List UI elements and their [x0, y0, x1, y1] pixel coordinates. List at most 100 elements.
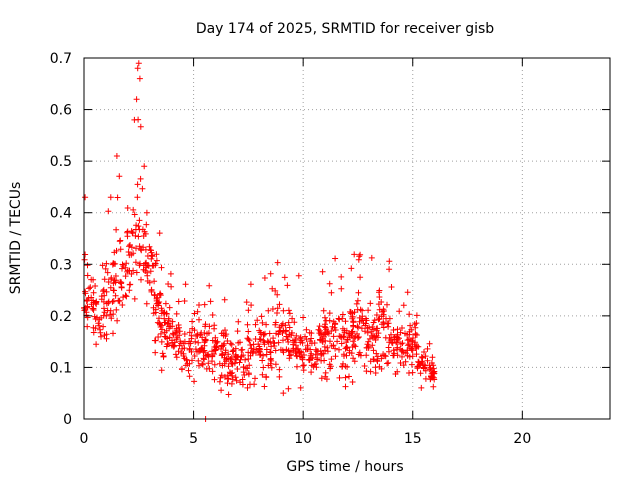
data-point	[294, 363, 300, 370]
data-point	[330, 318, 337, 325]
data-point	[194, 308, 201, 315]
data-point	[240, 369, 247, 376]
data-point	[346, 347, 353, 354]
data-point	[288, 332, 295, 339]
data-point	[259, 319, 266, 326]
chart-title: Day 174 of 2025, SRMTID for receiver gis…	[196, 21, 494, 37]
data-point	[399, 353, 405, 360]
data-point	[235, 318, 242, 325]
data-point	[285, 307, 292, 314]
data-point	[428, 370, 435, 377]
data-point	[365, 307, 372, 314]
data-point	[128, 251, 135, 258]
data-point	[206, 282, 213, 289]
data-point	[263, 374, 270, 381]
tick-labels: 0 0.1 0.2 0.3 0.4 0.5 0.6 0.7 0 5 10 15 20	[50, 51, 532, 447]
data-point	[293, 352, 300, 359]
data-point	[267, 338, 274, 345]
data-point	[372, 337, 379, 343]
data-point	[116, 298, 123, 305]
data-point	[384, 360, 391, 367]
data-point	[199, 360, 206, 367]
data-point	[332, 353, 339, 360]
data-point	[323, 326, 330, 333]
data-point	[169, 337, 175, 344]
data-point	[417, 370, 424, 377]
data-point	[336, 346, 342, 353]
data-point	[165, 340, 172, 347]
data-point	[319, 335, 326, 342]
data-point	[272, 319, 279, 326]
data-point	[228, 354, 235, 361]
data-point	[92, 325, 99, 332]
data-point	[389, 340, 396, 347]
data-point	[131, 211, 138, 218]
data-point	[125, 249, 132, 255]
data-point	[313, 348, 320, 355]
data-point	[318, 375, 325, 382]
data-point	[237, 356, 244, 363]
data-point	[216, 360, 223, 367]
data-point	[285, 319, 292, 326]
data-point	[201, 301, 208, 308]
data-point	[398, 347, 405, 354]
data-point	[205, 360, 212, 367]
data-point	[261, 341, 268, 348]
data-point	[135, 60, 142, 67]
data-point	[275, 339, 282, 346]
data-point	[141, 163, 148, 170]
data-point	[428, 374, 434, 380]
data-point	[421, 349, 427, 355]
data-point	[110, 280, 117, 287]
data-point	[265, 307, 272, 314]
data-point	[308, 340, 315, 347]
data-point	[186, 373, 193, 380]
data-point	[202, 321, 209, 328]
data-point	[247, 381, 253, 388]
data-point	[291, 339, 298, 346]
data-point	[191, 353, 198, 359]
data-point	[245, 328, 252, 335]
data-point	[82, 251, 89, 258]
data-point	[166, 325, 173, 332]
y-tick-label: 0.7	[50, 51, 72, 67]
data-point	[132, 259, 139, 266]
data-point	[211, 322, 218, 329]
data-point	[375, 316, 382, 323]
data-point	[209, 312, 216, 318]
y-tick-label: 0	[63, 412, 72, 428]
data-point	[353, 300, 360, 307]
data-point	[330, 342, 337, 349]
data-point	[341, 329, 348, 336]
data-point	[413, 320, 420, 327]
data-point	[137, 260, 143, 267]
data-point	[220, 330, 227, 337]
data-point	[349, 328, 356, 335]
data-point	[232, 345, 239, 352]
data-point	[221, 354, 228, 361]
data-point	[148, 286, 155, 293]
data-point	[142, 230, 149, 237]
data-point	[191, 310, 198, 317]
data-point	[372, 370, 379, 376]
data-point	[195, 357, 202, 364]
data-point	[160, 353, 167, 359]
data-point	[227, 356, 234, 363]
data-point	[228, 380, 235, 387]
data-point	[209, 358, 215, 365]
data-point	[363, 352, 370, 359]
data-point	[368, 254, 375, 261]
data-point	[246, 362, 253, 369]
data-point	[330, 333, 337, 340]
data-point	[110, 260, 117, 267]
data-point	[148, 249, 155, 256]
data-point	[163, 343, 170, 350]
data-point	[211, 376, 218, 383]
data-point	[339, 311, 346, 318]
data-point	[218, 372, 225, 379]
data-point	[265, 362, 272, 369]
data-point	[326, 280, 333, 287]
data-point	[133, 269, 140, 276]
data-point	[196, 316, 202, 323]
data-point	[274, 291, 281, 298]
